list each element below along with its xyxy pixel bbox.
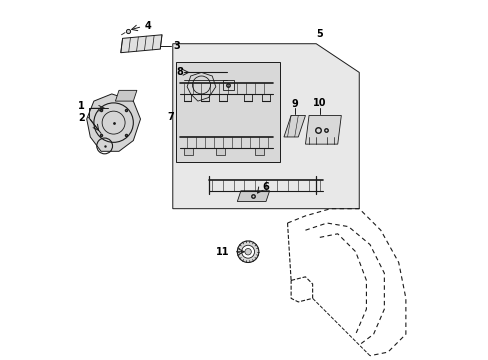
- Circle shape: [244, 248, 251, 255]
- Text: 1: 1: [78, 102, 84, 112]
- Text: 10: 10: [312, 98, 326, 108]
- Text: 11: 11: [216, 247, 229, 257]
- Text: 9: 9: [291, 99, 298, 109]
- Polygon shape: [187, 72, 215, 101]
- Text: 7: 7: [167, 112, 174, 122]
- Text: 4: 4: [144, 21, 151, 31]
- Text: 3: 3: [173, 41, 180, 50]
- Text: 2: 2: [78, 113, 84, 123]
- Bar: [176, 62, 280, 162]
- Polygon shape: [86, 94, 140, 151]
- Circle shape: [237, 241, 258, 262]
- Text: 6: 6: [262, 182, 268, 192]
- Text: 5: 5: [316, 29, 323, 39]
- Polygon shape: [284, 116, 305, 137]
- Polygon shape: [172, 44, 359, 209]
- Circle shape: [241, 245, 254, 258]
- Text: 8: 8: [176, 67, 183, 77]
- Polygon shape: [305, 116, 341, 144]
- Polygon shape: [183, 148, 192, 155]
- Polygon shape: [115, 90, 137, 101]
- Polygon shape: [255, 148, 264, 155]
- Polygon shape: [237, 191, 269, 202]
- Polygon shape: [215, 148, 224, 155]
- Polygon shape: [121, 35, 162, 53]
